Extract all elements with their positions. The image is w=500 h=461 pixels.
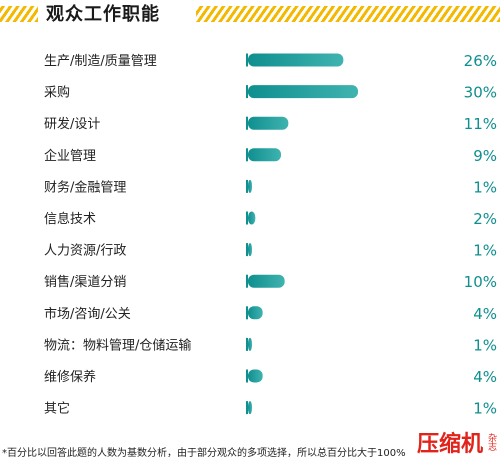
value-label: 1% (473, 400, 497, 418)
bar-baseline-tick (246, 85, 248, 99)
logo-text: 压缩机 (416, 431, 483, 457)
bar-baseline-tick (246, 53, 248, 67)
value-label: 11% (464, 115, 497, 133)
bar (248, 179, 252, 193)
bar-baseline-tick (246, 369, 248, 383)
category-label: 销售/渠道分销 (44, 274, 126, 290)
category-label: 财务/金融管理 (44, 179, 126, 195)
value-label: 30% (464, 84, 497, 102)
bar-baseline-tick (246, 337, 248, 351)
bar (248, 148, 281, 162)
category-label: 生产/制造/质量管理 (44, 54, 157, 69)
category-label: 人力资源/行政 (44, 244, 126, 259)
value-label: 1% (473, 178, 497, 196)
category-label: 企业管理 (44, 148, 96, 164)
value-label: 9% (473, 147, 497, 165)
bar (248, 274, 285, 288)
bar-baseline-tick (246, 116, 248, 130)
title-stripe-left (0, 6, 38, 22)
category-label: 信息技术 (44, 211, 96, 227)
value-label: 4% (473, 305, 497, 323)
bar (248, 53, 344, 67)
bar (248, 306, 263, 320)
value-label: 10% (464, 273, 497, 291)
bar-baseline-tick (246, 179, 248, 193)
category-label: 维修保养 (44, 369, 96, 385)
value-label: 1% (473, 336, 497, 354)
title-stripe-right (196, 6, 500, 22)
value-label: 4% (473, 368, 497, 386)
value-label: 1% (473, 242, 497, 260)
category-label: 研发/设计 (44, 116, 100, 132)
bar-chart: 生产/制造/质量管理 26% 采购 30% 研发/设计 11% 企业管理 9% 财务/金融管理 1… (44, 52, 497, 418)
bar (248, 116, 289, 130)
title-bar: 观众工作职能 (0, 0, 500, 30)
bar-baseline-tick (246, 211, 248, 225)
category-label: 市场/咨询/公关 (44, 306, 131, 322)
bar-baseline-tick (246, 243, 248, 257)
bar-baseline-tick (246, 274, 248, 288)
value-label: 2% (473, 210, 497, 228)
bar-baseline-tick (246, 148, 248, 162)
bar (248, 337, 252, 351)
bar (248, 85, 358, 99)
bar (248, 401, 252, 415)
magazine-logo: 压缩机 杂志 (388, 424, 498, 460)
bar-baseline-tick (246, 306, 248, 320)
bar-baseline-tick (246, 401, 248, 415)
footnote: *百分比以回答此题的人数为基数分析，由于部分观众的多项选择，所以总百分比大于10… (2, 448, 406, 459)
bar (248, 211, 256, 225)
category-label: 其它 (44, 401, 70, 417)
category-label: 采购 (44, 85, 70, 101)
chart-title: 观众工作职能 (46, 4, 160, 25)
bar (248, 243, 252, 257)
value-label: 26% (464, 52, 497, 70)
bar (248, 369, 263, 383)
category-label: 物流：物料管理/仓储运输 (44, 337, 191, 353)
logo-sub: 杂志 (486, 433, 496, 451)
